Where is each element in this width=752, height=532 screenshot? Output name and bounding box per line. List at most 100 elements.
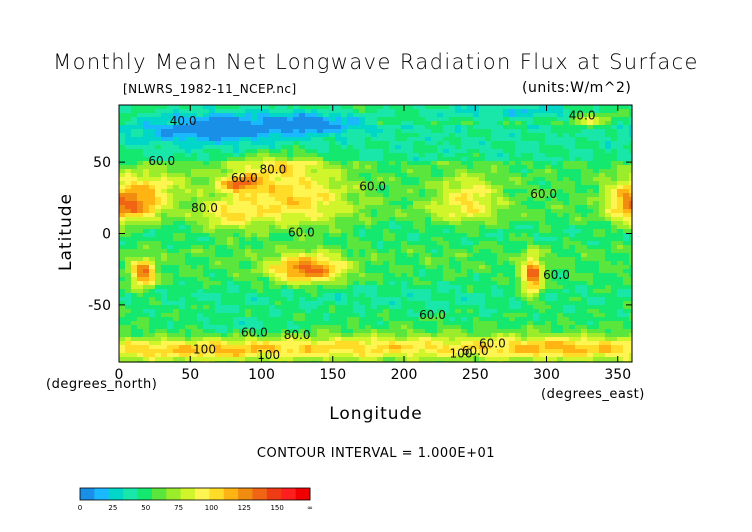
heatmap-cell [599, 309, 606, 314]
heatmap-cell [371, 241, 378, 246]
heatmap-cell [317, 309, 324, 314]
heatmap-cell [197, 261, 204, 266]
heatmap-cell [533, 149, 540, 154]
heatmap-cell [287, 185, 294, 190]
heatmap-cell [569, 221, 576, 226]
heatmap-cell [239, 273, 246, 278]
heatmap-cell [287, 109, 294, 114]
heatmap-cell [425, 325, 432, 330]
heatmap-cell [623, 277, 630, 282]
heatmap-cell [143, 225, 150, 230]
heatmap-cell [335, 133, 342, 138]
heatmap-cell [581, 165, 588, 170]
heatmap-cell [611, 241, 618, 246]
heatmap-cell [317, 249, 324, 254]
heatmap-cell [593, 265, 600, 270]
heatmap-cell [245, 277, 252, 282]
heatmap-cell [167, 209, 174, 214]
heatmap-cell [341, 177, 348, 182]
heatmap-cell [293, 149, 300, 154]
heatmap-cell [623, 173, 630, 178]
heatmap-cell [245, 233, 252, 238]
heatmap-cell [365, 293, 372, 298]
heatmap-cell [461, 129, 468, 134]
heatmap-cell [317, 157, 324, 162]
heatmap-cell [305, 229, 312, 234]
heatmap-cell [539, 109, 546, 114]
heatmap-cell [575, 169, 582, 174]
heatmap-cell [545, 113, 552, 118]
heatmap-cell [617, 301, 624, 306]
heatmap-cell [269, 249, 276, 254]
heatmap-cell [215, 165, 222, 170]
heatmap-cell [365, 289, 372, 294]
heatmap-cell [473, 173, 480, 178]
heatmap-cell [443, 165, 450, 170]
heatmap-cell [251, 305, 258, 310]
heatmap-cell [401, 269, 408, 274]
heatmap-cell [497, 325, 504, 330]
heatmap-cell [455, 161, 462, 166]
heatmap-cell [221, 269, 228, 274]
heatmap-cell [455, 149, 462, 154]
heatmap-cell [449, 221, 456, 226]
heatmap-cell [323, 317, 330, 322]
heatmap-cell [473, 125, 480, 130]
heatmap-cell [575, 157, 582, 162]
heatmap-cell [143, 169, 150, 174]
heatmap-cell [293, 325, 300, 330]
heatmap-cell [545, 221, 552, 226]
heatmap-cell [599, 305, 606, 310]
heatmap-cell [311, 233, 318, 238]
heatmap-cell [497, 213, 504, 218]
heatmap-cell [341, 245, 348, 250]
heatmap-cell [581, 309, 588, 314]
heatmap-cell [569, 285, 576, 290]
heatmap-cell [599, 117, 606, 122]
heatmap-cell [245, 105, 252, 110]
heatmap-cell [617, 209, 624, 214]
heatmap-cell [341, 137, 348, 142]
heatmap-cell [413, 121, 420, 126]
heatmap-cell [587, 173, 594, 178]
heatmap-cell [215, 217, 222, 222]
heatmap-cell [335, 181, 342, 186]
heatmap-cell [545, 141, 552, 146]
heatmap-cell [593, 157, 600, 162]
heatmap-cell [557, 161, 564, 166]
heatmap-cell [437, 209, 444, 214]
heatmap-cell [515, 253, 522, 258]
heatmap-cell [155, 217, 162, 222]
heatmap-cell [623, 129, 630, 134]
heatmap-cell [323, 121, 330, 126]
heatmap-cell [137, 273, 144, 278]
heatmap-cell [383, 125, 390, 130]
heatmap-cell [305, 321, 312, 326]
heatmap-cell [623, 161, 630, 166]
heatmap-cell [437, 189, 444, 194]
heatmap-cell [629, 265, 633, 270]
heatmap-cell [617, 205, 624, 210]
heatmap-cell [473, 281, 480, 286]
heatmap-cell [503, 233, 510, 238]
heatmap-cell [617, 261, 624, 266]
heatmap-cell [365, 273, 372, 278]
heatmap-cell [257, 217, 264, 222]
heatmap-cell [131, 265, 138, 270]
heatmap-cell [473, 309, 480, 314]
heatmap-cell [257, 165, 264, 170]
heatmap-cell [389, 249, 396, 254]
heatmap-cell [617, 169, 624, 174]
heatmap-cell [515, 173, 522, 178]
heatmap-cell [227, 249, 234, 254]
heatmap-cell [611, 237, 618, 242]
heatmap-cell [311, 105, 318, 110]
heatmap-cell [461, 241, 468, 246]
heatmap-cell [557, 233, 564, 238]
heatmap-cell [515, 313, 522, 318]
heatmap-cell [269, 233, 276, 238]
heatmap-cell [503, 241, 510, 246]
heatmap-cell [335, 121, 342, 126]
heatmap-cell [305, 201, 312, 206]
heatmap-cell [311, 117, 318, 122]
